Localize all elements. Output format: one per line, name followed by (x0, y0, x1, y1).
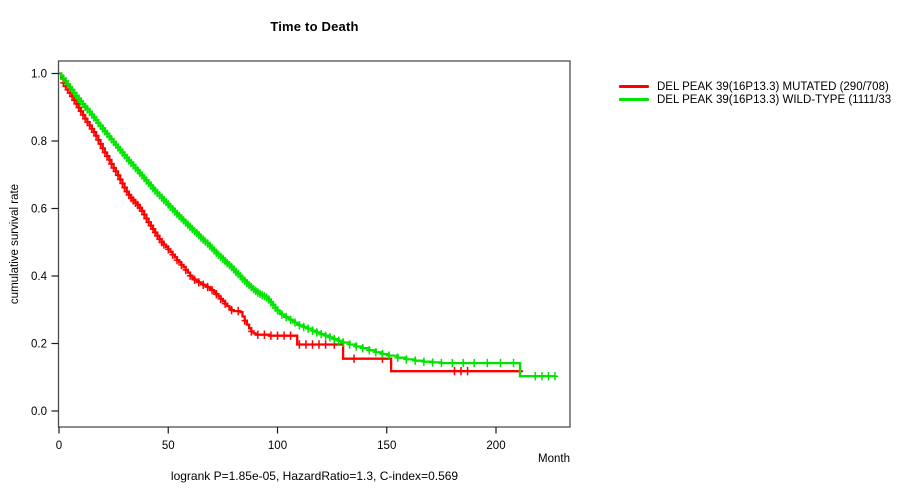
y-tick-label: 0.4 (31, 271, 48, 283)
y-tick-label: 0.6 (31, 204, 47, 216)
legend-item-wildtype: DEL PEAK 39(16P13.3) WILD-TYPE (1111/33 (619, 93, 891, 106)
chart-title: Time to Death (270, 19, 359, 34)
y-axis-label: cumulative survival rate (9, 183, 21, 305)
x-tick-label: 100 (268, 440, 287, 452)
legend-label-mutated: DEL PEAK 39(16P13.3) MUTATED (290/708) (657, 80, 889, 93)
y-tick-label: 0.8 (31, 136, 47, 148)
x-axis-label: Month (538, 453, 570, 465)
caption-stats: logrank P=1.85e-05, HazardRatio=1.3, C-i… (170, 469, 459, 483)
survival-curve-mutated (59, 72, 523, 373)
legend-line-wildtype-icon (619, 98, 649, 101)
legend-line-mutated-icon (619, 85, 649, 88)
legend-item-mutated: DEL PEAK 39(16P13.3) MUTATED (290/708) (619, 80, 891, 93)
legend: DEL PEAK 39(16P13.3) MUTATED (290/708) D… (619, 80, 891, 106)
survival-curve-wildtype-censor-marks (60, 74, 559, 381)
y-tick-label: 1.0 (31, 69, 47, 81)
x-tick-label: 50 (162, 440, 175, 452)
x-tick-label: 150 (377, 440, 396, 452)
survival-curve-mutated-censor-marks (60, 78, 524, 376)
x-tick-label: 200 (486, 440, 505, 452)
plot-box (57, 60, 571, 428)
legend-label-wildtype: DEL PEAK 39(16P13.3) WILD-TYPE (1111/33 (657, 93, 892, 106)
survival-curve-wildtype (59, 72, 555, 378)
y-tick-label: 0.2 (31, 339, 47, 351)
x-tick-label: 0 (56, 440, 62, 452)
y-tick-label: 0.0 (31, 406, 47, 418)
